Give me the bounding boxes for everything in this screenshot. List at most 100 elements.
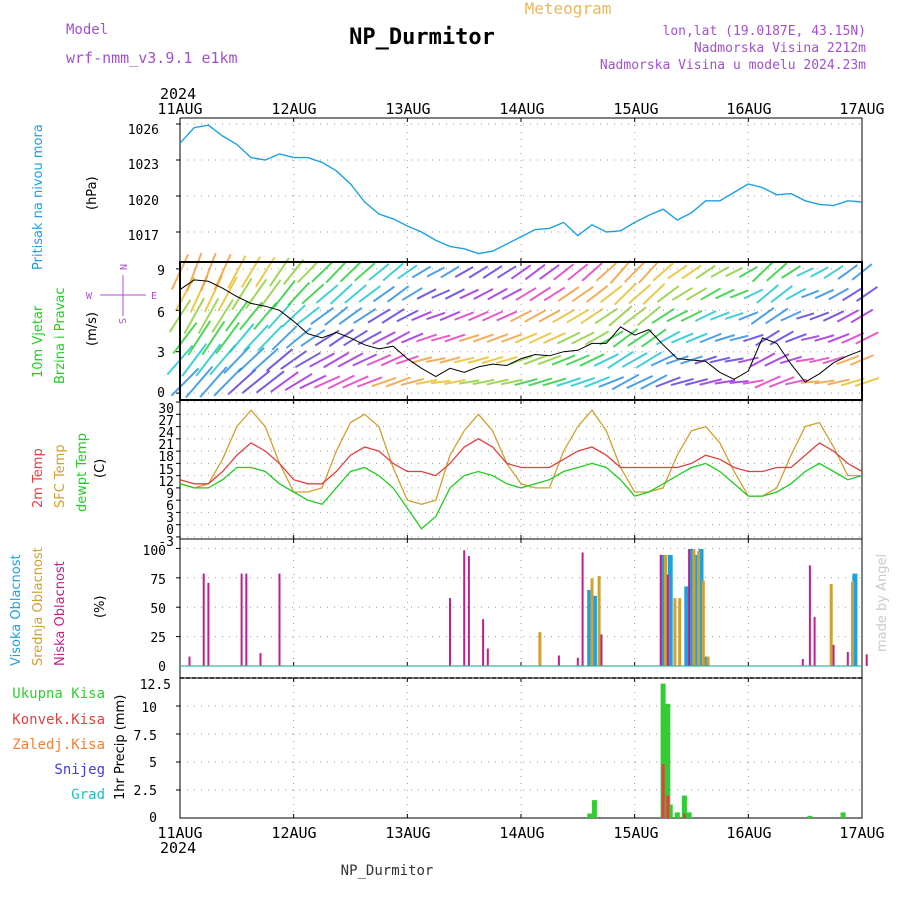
- wind-arrow: [183, 297, 205, 335]
- wind-arrow: [725, 266, 744, 278]
- temp-tick-label: 21: [158, 438, 174, 453]
- elevation-text: Nadmorska Visina 2212m: [694, 41, 866, 56]
- cloud-bar: [463, 550, 466, 666]
- wind-arrow: [840, 377, 865, 387]
- wind-arrow: [309, 352, 335, 368]
- wind-arrow: [552, 308, 575, 324]
- wind-arrow: [259, 279, 282, 309]
- cloud-bar: [846, 652, 849, 666]
- wind-arrow: [729, 289, 749, 299]
- wind-arrow: [217, 276, 238, 312]
- wind-arrow: [655, 376, 681, 388]
- wind-arrow: [416, 333, 437, 343]
- wind-arrow: [543, 286, 566, 302]
- wind-arrow: [487, 287, 508, 301]
- wind-arrow: [608, 305, 633, 327]
- wind-arrow: [510, 264, 532, 280]
- wind-arrow: [600, 285, 623, 303]
- year-label-top: 2024: [160, 85, 196, 103]
- wind-arrow: [694, 310, 717, 322]
- wind-arrow: [473, 288, 494, 300]
- precip-bar: [660, 683, 666, 818]
- precip-bar: [591, 800, 597, 818]
- wind-arrow: [666, 309, 689, 323]
- precip-tick-label: 7.5: [134, 729, 157, 744]
- wind-arrow: [300, 329, 326, 347]
- cloud-bar: [240, 573, 243, 666]
- wind-arrow: [366, 354, 392, 366]
- date-label: 17AUG: [839, 100, 884, 118]
- wind-arrow: [386, 285, 410, 303]
- wind-arrow: [694, 355, 717, 365]
- wind-arrow: [444, 333, 466, 343]
- date-label: 16AUG: [726, 100, 771, 118]
- cloud-tick-label: 25: [150, 631, 166, 646]
- cloud-grid: [176, 539, 863, 666]
- cloud-bar: [597, 575, 601, 666]
- wind-arrow: [458, 379, 480, 385]
- wind-arrow: [665, 355, 689, 365]
- wind-arrow: [556, 331, 581, 345]
- cloud-bar: [667, 554, 673, 666]
- wind-arrow: [431, 289, 451, 299]
- wind-arrow: [397, 264, 418, 280]
- precip-legend-snow: Snijeg: [54, 762, 105, 778]
- wind-arrow: [514, 377, 538, 387]
- wind-arrow: [181, 343, 208, 377]
- cloud-bar: [557, 655, 560, 666]
- wind-arrow: [594, 307, 618, 325]
- wind-arrow: [612, 328, 639, 348]
- wind-arrow: [454, 266, 474, 278]
- wind-arrow: [670, 377, 694, 387]
- wind-arrow: [382, 262, 404, 282]
- wind-arrow: [411, 265, 432, 279]
- wind-arrow: [281, 304, 306, 328]
- precip-bar: [807, 815, 813, 818]
- wind-arrow: [380, 353, 406, 367]
- cloud-panel: 100 75 50 25 0 Visoka Oblacnost Srednja …: [9, 538, 868, 679]
- wind-arrow: [385, 376, 411, 388]
- wind-arrow: [529, 286, 552, 302]
- wind-arrow: [501, 333, 523, 343]
- precip-tick-label: 10: [141, 701, 157, 716]
- wind-arrow: [495, 356, 518, 364]
- wind-arrow: [749, 352, 776, 368]
- cloud-bar: [591, 595, 597, 666]
- wind-arrow: [538, 309, 561, 323]
- wind-arrow: [607, 350, 634, 370]
- wind-arrow: [801, 289, 820, 299]
- cloud-bar: [852, 573, 858, 666]
- wind-arrow: [738, 311, 759, 321]
- wind-arrow: [356, 376, 383, 388]
- wind-arrow: [709, 356, 731, 364]
- wind-arrow: [439, 356, 461, 364]
- wind-arrow: [715, 288, 735, 300]
- date-label: 12AUG: [271, 100, 316, 118]
- wind-arrow: [329, 283, 353, 305]
- precip-bar: [674, 812, 680, 818]
- wind-arrow: [444, 288, 465, 300]
- wind-arrow: [854, 377, 880, 387]
- temp-tick-label: 24: [158, 426, 174, 441]
- wind-arrow: [430, 379, 451, 385]
- wind-arrow: [500, 378, 523, 386]
- wind-arrow: [709, 311, 730, 321]
- cloud-tick-label: 100: [143, 544, 166, 559]
- wind-arrow: [415, 379, 438, 385]
- cloud-bar: [697, 551, 701, 666]
- cloud-low-label: Niska Oblacnost: [53, 561, 68, 666]
- wind-arrow: [371, 376, 397, 388]
- wind-arrow: [828, 287, 849, 301]
- wind-arrow: [700, 287, 722, 301]
- cloud-bar: [202, 573, 205, 666]
- wind-arrow: [795, 357, 815, 363]
- wind-arrow: [426, 311, 446, 321]
- wind-label-2: Brzina i Pravac: [53, 287, 68, 384]
- date-label: 17AUG: [839, 824, 884, 842]
- precip-frame: [179, 677, 863, 819]
- wind-tick-label: 6: [157, 306, 165, 321]
- wind-arrow: [750, 306, 775, 326]
- wind-arrow: [401, 287, 423, 301]
- cloud-bar: [678, 598, 682, 666]
